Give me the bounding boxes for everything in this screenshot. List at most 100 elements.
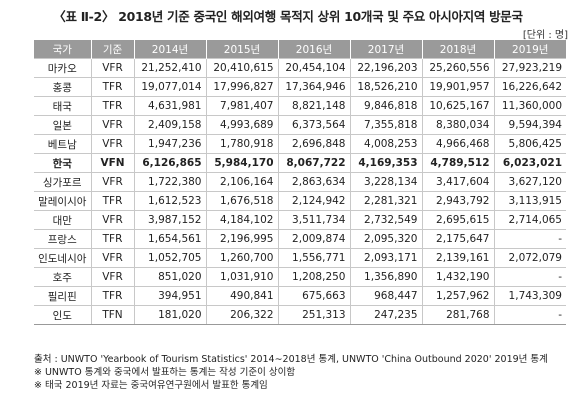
value-cell: 22,196,203 xyxy=(349,58,422,78)
value-cell: 9,594,394 xyxy=(493,115,566,135)
value-cell: 2,943,792 xyxy=(421,191,494,211)
value-cell: 5,806,425 xyxy=(493,134,566,154)
table-row: 홍콩 TFR 19,077,014 17,996,827 17,364,946 18,52… xyxy=(34,77,566,97)
value-cell: 4,631,981 xyxy=(133,96,206,116)
source-note: 출처 : UNWTO 'Yearbook of Tourism Statisti… xyxy=(34,354,548,365)
table-row: 일본 VFR 2,409,158 4,993,689 6,373,564 7,355,81… xyxy=(34,115,566,135)
table-row: 베트남 VFR 1,947,236 1,780,918 2,696,848 4,008,2… xyxy=(34,134,566,154)
header-2019: 2019년 xyxy=(493,40,566,59)
basis-cell: VFR xyxy=(90,248,134,268)
value-cell: 11,360,000 xyxy=(493,96,566,116)
value-cell: 2,409,158 xyxy=(133,115,206,135)
value-cell: 4,169,353 xyxy=(349,153,422,173)
note-thailand: ※ 태국 2019년 자료는 중국여유연구원에서 발표한 통계임 xyxy=(34,380,268,391)
value-cell: 1,052,705 xyxy=(133,248,206,268)
value-cell: 2,196,995 xyxy=(205,229,278,249)
table-row: 대만 VFR 3,987,152 4,184,102 3,511,734 2,732,54… xyxy=(34,210,566,230)
value-cell: 2,175,647 xyxy=(421,229,494,249)
table-row: 한국 VFN 6,126,865 5,984,170 8,067,722 4,169,35… xyxy=(34,153,566,173)
value-cell: 1,654,561 xyxy=(133,229,206,249)
value-cell: 2,093,171 xyxy=(349,248,422,268)
table-row: 호주 VFR 851,020 1,031,910 1,208,250 1,356,890 1… xyxy=(34,267,566,287)
basis-cell: TFR xyxy=(90,229,134,249)
header-2014: 2014년 xyxy=(133,40,206,59)
header-country: 국가 xyxy=(34,40,91,59)
value-cell: 7,355,818 xyxy=(349,115,422,135)
value-cell: 4,789,512 xyxy=(421,153,494,173)
value-cell: 1,208,250 xyxy=(277,267,350,287)
value-cell: 1,257,962 xyxy=(421,286,494,306)
value-cell: 18,526,210 xyxy=(349,77,422,97)
table-title: 〈표 Ⅱ-2〉 2018년 기준 중국인 해외여행 목적지 상위 10개국 및 … xyxy=(53,9,523,24)
value-cell: - xyxy=(493,305,566,325)
value-cell: 4,993,689 xyxy=(205,115,278,135)
value-cell: 1,260,700 xyxy=(205,248,278,268)
basis-cell: VFR xyxy=(90,115,134,135)
value-cell: 2,009,874 xyxy=(277,229,350,249)
value-cell: 4,008,253 xyxy=(349,134,422,154)
table-row: 필리핀 TFR 394,951 490,841 675,663 968,447 1,257,… xyxy=(34,286,566,306)
country-cell: 호주 xyxy=(34,267,91,287)
notes: 출처 : UNWTO 'Yearbook of Tourism Statisti… xyxy=(34,353,574,392)
value-cell: 10,625,167 xyxy=(421,96,494,116)
table-row: 마카오 VFR 21,252,410 20,410,615 20,454,104 22,1… xyxy=(34,58,566,78)
value-cell: 3,417,604 xyxy=(421,172,494,192)
country-cell: 필리핀 xyxy=(34,286,91,306)
basis-cell: VFR xyxy=(90,58,134,78)
basis-cell: VFR xyxy=(90,210,134,230)
value-cell: 1,612,523 xyxy=(133,191,206,211)
value-cell: 6,023,021 xyxy=(493,153,566,173)
country-cell: 일본 xyxy=(34,115,91,135)
value-cell: 4,184,102 xyxy=(205,210,278,230)
country-cell: 한국 xyxy=(34,153,91,173)
value-cell: 1,780,918 xyxy=(205,134,278,154)
value-cell: 7,981,407 xyxy=(205,96,278,116)
country-cell: 대만 xyxy=(34,210,91,230)
value-cell: 17,996,827 xyxy=(205,77,278,97)
value-cell: 3,987,152 xyxy=(133,210,206,230)
country-cell: 인도네시아 xyxy=(34,248,91,268)
value-cell: 6,126,865 xyxy=(133,153,206,173)
value-cell: 1,556,771 xyxy=(277,248,350,268)
basis-cell: TFR xyxy=(90,77,134,97)
header-row: 국가 기준 2014년 2015년 2016년 2017년 2018년 2019… xyxy=(34,40,566,59)
value-cell: 8,067,722 xyxy=(277,153,350,173)
value-cell: 5,984,170 xyxy=(205,153,278,173)
country-cell: 홍콩 xyxy=(34,77,91,97)
tourism-table: 국가 기준 2014년 2015년 2016년 2017년 2018년 2019… xyxy=(34,40,566,325)
value-cell: 9,846,818 xyxy=(349,96,422,116)
basis-cell: VFR xyxy=(90,134,134,154)
table-row: 인도네시아 VFR 1,052,705 1,260,700 1,556,771 2,093… xyxy=(34,248,566,268)
value-cell: 1,676,518 xyxy=(205,191,278,211)
value-cell: 2,281,321 xyxy=(349,191,422,211)
table-row: 싱가포르 VFR 1,722,380 2,106,164 2,863,634 3,228,… xyxy=(34,172,566,192)
value-cell: 2,139,161 xyxy=(421,248,494,268)
value-cell: 17,364,946 xyxy=(277,77,350,97)
basis-cell: TFR xyxy=(90,286,134,306)
value-cell: 490,841 xyxy=(205,286,278,306)
basis-cell: VFR xyxy=(90,172,134,192)
value-cell: 1,743,309 xyxy=(493,286,566,306)
value-cell: 2,732,549 xyxy=(349,210,422,230)
country-cell: 마카오 xyxy=(34,58,91,78)
value-cell: 19,077,014 xyxy=(133,77,206,97)
country-cell: 태국 xyxy=(34,96,91,116)
value-cell: 21,252,410 xyxy=(133,58,206,78)
value-cell: 968,447 xyxy=(349,286,422,306)
header-2016: 2016년 xyxy=(277,40,350,59)
value-cell: 1,947,236 xyxy=(133,134,206,154)
basis-cell: TFR xyxy=(90,96,134,116)
basis-cell: TFN xyxy=(90,305,134,325)
country-cell: 싱가포르 xyxy=(34,172,91,192)
country-cell: 베트남 xyxy=(34,134,91,154)
country-cell: 인도 xyxy=(34,305,91,325)
value-cell: 1,722,380 xyxy=(133,172,206,192)
table-row: 말레이시아 TFR 1,612,523 1,676,518 2,124,942 2,281… xyxy=(34,191,566,211)
value-cell: 3,113,915 xyxy=(493,191,566,211)
unit-label: [단위 : 명] xyxy=(522,30,568,41)
value-cell: 8,380,034 xyxy=(421,115,494,135)
header-2017: 2017년 xyxy=(349,40,422,59)
value-cell: 2,696,848 xyxy=(277,134,350,154)
value-cell: - xyxy=(493,229,566,249)
value-cell: 2,072,079 xyxy=(493,248,566,268)
